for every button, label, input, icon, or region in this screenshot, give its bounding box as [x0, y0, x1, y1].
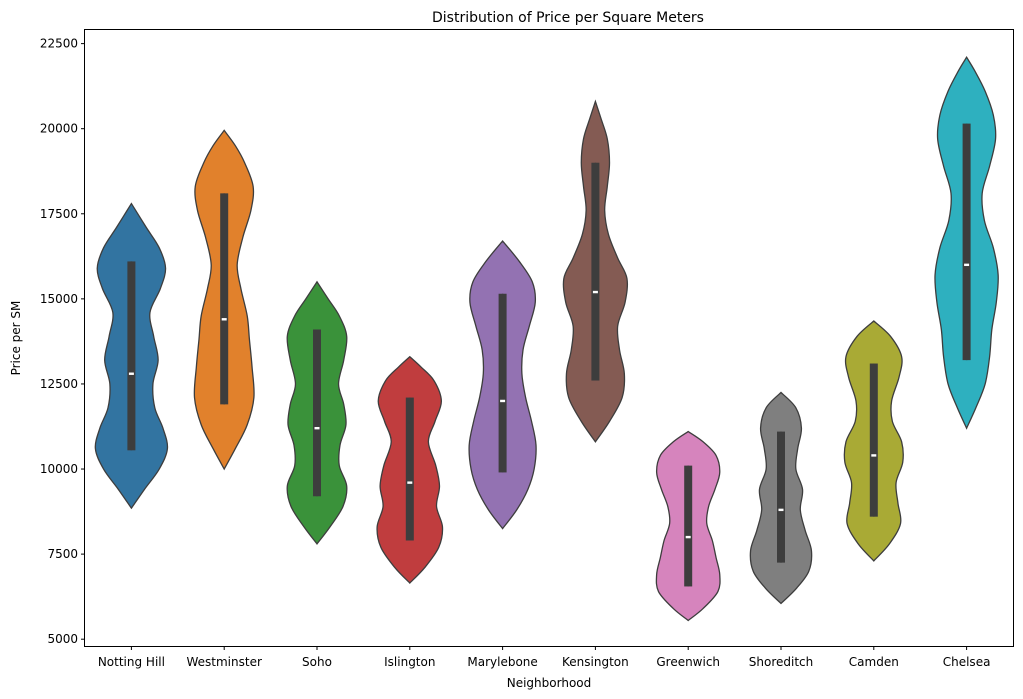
y-tick-label: 10000: [40, 462, 78, 476]
x-tick-label: Notting Hill: [98, 655, 165, 669]
violin-median: [221, 318, 227, 321]
x-tick-label: Camden: [849, 655, 899, 669]
violin-iqr-box: [777, 431, 785, 563]
y-tick-label: 20000: [40, 122, 78, 136]
y-axis-label: Price per SM: [9, 301, 23, 376]
violin-iqr-box: [869, 363, 878, 517]
violin-median: [592, 290, 598, 294]
violin-median: [685, 535, 691, 539]
violin-iqr-box: [127, 261, 136, 451]
y-axis: 5000 7500 10000 12500 15000 17500 20000 22500: [40, 37, 85, 646]
x-tick-label: Marylebone: [467, 655, 537, 669]
y-tick-label: 22500: [40, 37, 78, 51]
violin-median: [314, 426, 320, 430]
x-tick-label: Kensington: [562, 655, 629, 669]
violin-iqr-box: [405, 397, 414, 541]
violin-iqr-box: [313, 329, 321, 497]
violins: [94, 55, 999, 622]
violin-iqr-box: [498, 293, 507, 473]
y-tick-label: 5000: [47, 632, 78, 646]
x-tick-label: Islington: [384, 655, 435, 669]
y-tick-label: 7500: [47, 547, 78, 561]
violin-iqr-box: [962, 123, 971, 361]
x-tick-label: Westminster: [186, 655, 261, 669]
violin-iqr-box: [591, 162, 600, 381]
x-tick-label: Greenwich: [656, 655, 720, 669]
plot-frame: [84, 29, 1014, 647]
x-tick-label: Chelsea: [943, 655, 991, 669]
violin-median: [407, 481, 413, 484]
x-tick-label: Soho: [302, 655, 332, 669]
violin-median: [964, 263, 970, 267]
y-tick-label: 17500: [40, 207, 78, 221]
violin-iqr-box: [220, 193, 229, 405]
x-axis-label: Neighborhood: [507, 676, 592, 690]
violin-median: [500, 399, 506, 403]
violin-median: [871, 454, 877, 457]
x-tick-label: Shoreditch: [749, 655, 813, 669]
chart-title: Distribution of Price per Square Meters: [432, 10, 704, 26]
violin-iqr-box: [684, 465, 693, 587]
x-axis: Notting Hill Westminster Soho Islington Mary…: [98, 646, 991, 669]
violin-median: [128, 372, 134, 375]
violin-median: [778, 508, 784, 512]
y-tick-label: 15000: [40, 292, 78, 306]
y-tick-label: 12500: [40, 377, 78, 391]
